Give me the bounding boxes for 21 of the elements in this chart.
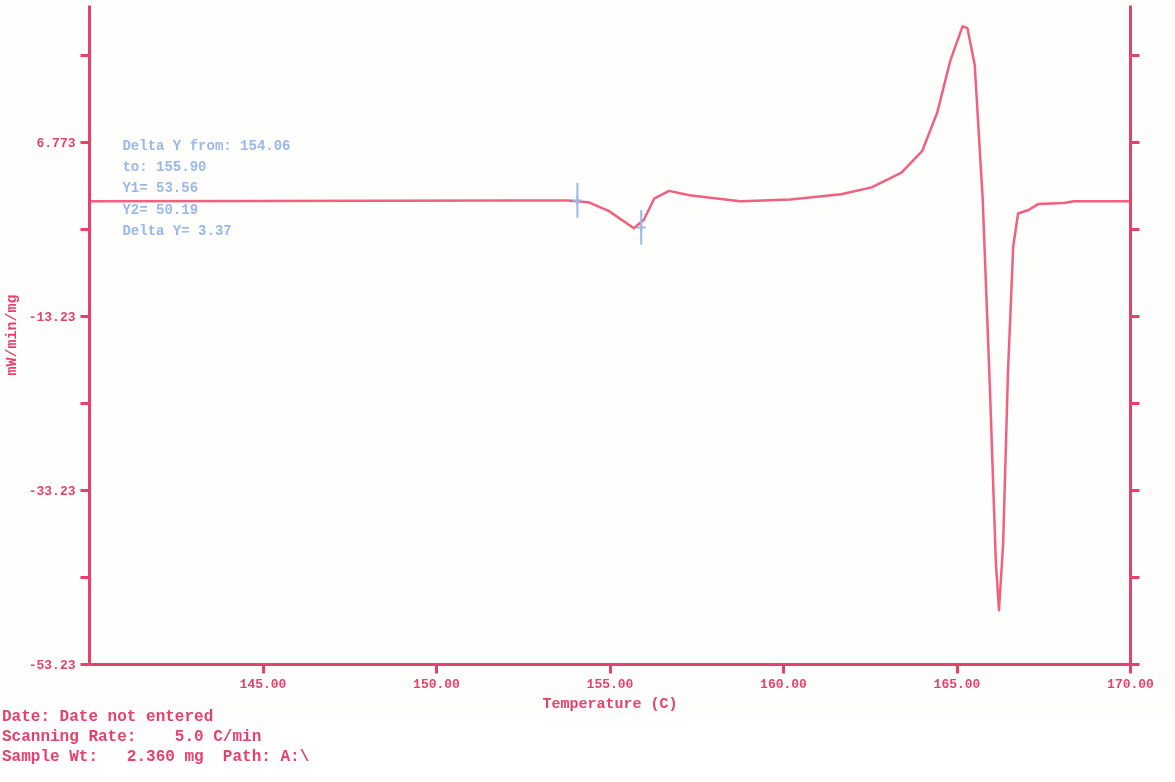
- y-tick-label: -13.23: [28, 309, 76, 325]
- annotation: Delta Y from: 154.06: [122, 137, 291, 154]
- text: Sample Wt: 2.360 mg Path: A:\: [2, 747, 310, 767]
- line-series: [89, 25, 1131, 612]
- annotation: Y1= 53.56: [122, 180, 199, 197]
- x-tick-label: 150.00: [413, 676, 461, 692]
- x-tick-label: 160.00: [760, 676, 808, 692]
- annotation: to: 155.90: [122, 159, 207, 176]
- text: Date: Date not entered: [2, 707, 215, 727]
- x-tick-label: 165.00: [933, 676, 981, 692]
- x-axis-title: Temperature (C): [542, 695, 678, 713]
- text: Scanning Rate: 5.0 C/min: [2, 727, 263, 747]
- x-tick-label: 145.00: [239, 676, 287, 692]
- y-tick-label: 6.773: [36, 135, 76, 151]
- y-tick-label: -53.23: [28, 658, 76, 673]
- annotation: Y2= 50.19: [122, 201, 199, 218]
- annotation: Delta Y= 3.37: [122, 222, 232, 239]
- x-tick-label: 170.00: [1107, 676, 1155, 692]
- x-tick-label: 155.00: [586, 676, 634, 692]
- y-axis-title: mW/min/mg: [3, 294, 21, 376]
- y-tick-label: -33.23: [28, 483, 76, 499]
